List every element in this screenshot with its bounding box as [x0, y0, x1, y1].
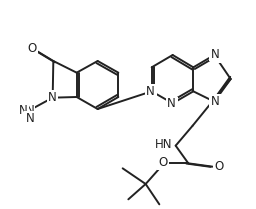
Text: O: O	[28, 42, 37, 55]
Text: N: N	[168, 98, 177, 108]
Text: N: N	[167, 97, 176, 110]
Text: N: N	[210, 97, 219, 107]
Text: N: N	[19, 103, 28, 116]
Text: N: N	[211, 48, 220, 61]
Text: N: N	[146, 85, 155, 98]
Text: N: N	[48, 91, 57, 104]
Text: N: N	[26, 103, 34, 116]
Text: O: O	[215, 160, 224, 173]
Text: O: O	[28, 42, 37, 55]
Text: N: N	[147, 86, 156, 96]
Text: N: N	[26, 112, 34, 125]
Text: N: N	[48, 91, 57, 104]
Text: O: O	[158, 156, 168, 169]
Text: N: N	[210, 50, 219, 60]
Text: N: N	[211, 95, 220, 108]
Text: HN: HN	[155, 138, 173, 151]
